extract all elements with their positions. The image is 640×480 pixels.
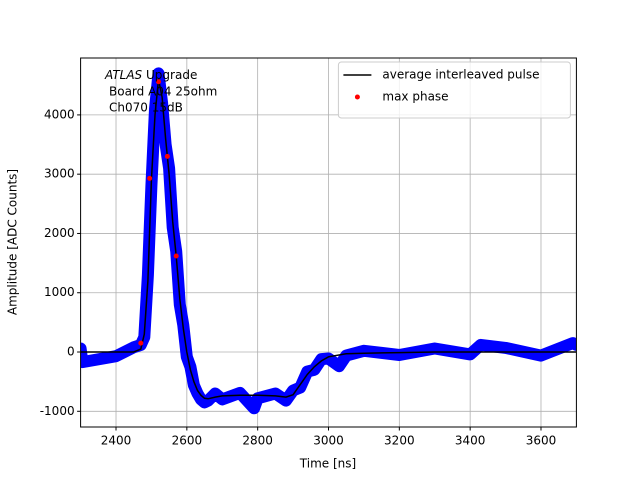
scatter-point: [112, 352, 120, 360]
scatter-point: [218, 395, 226, 403]
annotation-label: Upgrade: [146, 68, 197, 82]
scatter-point: [317, 355, 325, 363]
legend-label: max phase: [382, 90, 448, 104]
average-line: [80, 79, 577, 400]
max-phase-point: [156, 79, 162, 85]
y-axis-label: Amplitude [ADC Counts]: [6, 169, 20, 315]
x-tick-label: 3000: [313, 434, 344, 448]
scatter-point: [211, 390, 219, 398]
max-phase-point: [147, 175, 153, 181]
y-tick-label: 2000: [44, 226, 75, 240]
max-phase-point: [138, 340, 144, 346]
scatter-point: [477, 341, 485, 349]
annotation-line: Ch070 15dB: [109, 101, 183, 115]
x-tick-label: 2600: [172, 434, 203, 448]
legend-label: average interleaved pulse: [382, 68, 539, 82]
annotation: ATLAS Upgrade: [104, 68, 197, 82]
max-phase-point: [173, 253, 179, 259]
scatter-point: [431, 344, 439, 352]
scatter-point: [155, 69, 163, 77]
legend-swatch: [354, 94, 360, 100]
x-tick-label: 3400: [455, 434, 486, 448]
y-tick-label: 1000: [44, 285, 75, 299]
x-tick-label: 2400: [101, 434, 132, 448]
y-tick-label: 0: [67, 345, 75, 359]
annotation-line: Board A04 25ohm: [109, 85, 217, 99]
scatter-point: [250, 404, 258, 412]
y-tick-label: 3000: [44, 167, 75, 181]
y-tick-label: 4000: [44, 107, 75, 121]
x-tick-label: 3600: [526, 434, 557, 448]
scatter-point: [335, 362, 343, 370]
x-tick-label: 3200: [384, 434, 415, 448]
scatter-point: [130, 343, 138, 351]
x-tick-label: 2800: [242, 434, 273, 448]
scatter-point: [80, 344, 85, 352]
scatter-point: [572, 341, 577, 349]
y-tick-label: -1000: [40, 404, 75, 418]
max-phase-point: [164, 153, 170, 159]
scatter-point: [80, 358, 86, 366]
scatter-point: [254, 394, 262, 402]
x-axis-label: Time [ns]: [299, 457, 356, 471]
scatter-point: [282, 397, 290, 405]
legend-box: [337, 61, 571, 119]
scatter-point: [502, 344, 510, 352]
scatter-point: [537, 352, 545, 360]
annotation-experiment: ATLAS: [104, 68, 143, 82]
